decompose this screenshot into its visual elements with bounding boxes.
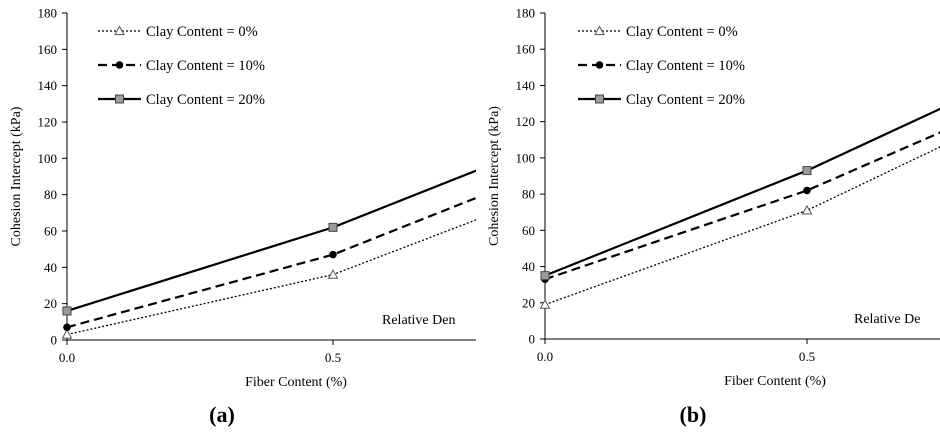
legend-marker-square — [115, 94, 124, 104]
y-tick-label: 100 — [38, 151, 58, 166]
y-tick-label: 80 — [44, 187, 57, 202]
series-line-3 — [544, 107, 940, 277]
y-tick-label: 160 — [516, 42, 536, 57]
annotation-label: Relative Den — [382, 313, 455, 328]
y-tick-label: 140 — [516, 78, 536, 93]
y-tick-label: 40 — [44, 260, 57, 275]
y-tick-label: 100 — [516, 150, 536, 165]
plot-area — [61, 118, 604, 339]
legend: Clay Content = 0% Clay Content = 10% Clay … — [578, 24, 745, 108]
legend: Clay Content = 0% Clay Content = 10% Clay … — [98, 24, 265, 108]
y-tick-label: 120 — [516, 114, 536, 129]
y-axis-title: Cohesion Intercept (kPa) — [9, 106, 24, 246]
annotation-label: Relative De — [854, 312, 920, 327]
data-point-square — [802, 166, 812, 176]
y-tick-label: 0 — [529, 332, 536, 347]
legend-marker-circle — [595, 61, 604, 69]
y-tick-label: 180 — [38, 6, 58, 21]
x-tick-label: 0.0 — [537, 349, 553, 364]
data-point-circle — [803, 186, 811, 195]
data-point-square — [62, 306, 72, 316]
legend-marker-square — [595, 94, 604, 104]
data-point-square — [540, 271, 550, 281]
data-point-triangle — [595, 168, 604, 176]
data-point-triangle — [801, 204, 813, 215]
data-point-triangle — [61, 329, 73, 339]
panel-label: (a) — [209, 402, 235, 427]
y-tick-label: 140 — [38, 78, 58, 93]
data-point-circle — [329, 250, 337, 259]
y-tick-label: 20 — [522, 295, 535, 310]
chart-panel-a: 0 20 40 60 80 100 120 140 160 180 0.0 0.5 Clay Conte… — [9, 6, 604, 427]
series-line-2 — [544, 131, 940, 281]
y-tick-label: 180 — [516, 6, 536, 21]
legend-label: Clay Content = 10% — [146, 58, 265, 74]
x-axis-title: Fiber Content (%) — [245, 375, 347, 390]
legend-label: Clay Content = 20% — [146, 92, 265, 108]
plot-area — [539, 107, 940, 309]
y-tick-label: 0 — [51, 333, 58, 348]
data-point-triangle — [539, 299, 551, 309]
y-tick-label: 80 — [522, 187, 535, 202]
y-tick-label: 20 — [44, 296, 57, 311]
legend-label: Clay Content = 10% — [626, 58, 745, 74]
legend-label: Clay Content = 0% — [626, 24, 738, 40]
x-tick-label: 0.0 — [59, 350, 75, 365]
x-axis-title: Fiber Content (%) — [724, 374, 826, 389]
data-point-triangle — [327, 269, 339, 279]
legend-label: Clay Content = 0% — [146, 24, 258, 40]
legend-marker-triangle — [594, 25, 605, 36]
data-point-circle — [63, 323, 71, 332]
y-tick-label: 120 — [38, 115, 58, 130]
data-point-square — [595, 118, 603, 126]
chart-panel-b: 0 20 40 60 80 100 120 140 160 180 0.0 0.5 Clay Conte… — [487, 6, 940, 427]
legend-label: Clay Content = 20% — [626, 92, 745, 108]
y-tick-label: 40 — [522, 259, 535, 274]
y-axis-title: Cohesion Intercept (kPa) — [487, 106, 502, 246]
data-point-square — [328, 222, 338, 232]
panel-label: (b) — [680, 402, 707, 427]
data-point-circle — [595, 145, 603, 153]
y-tick-label: 160 — [38, 42, 58, 57]
x-tick-label: 0.5 — [325, 350, 341, 365]
series-line-1 — [544, 146, 940, 306]
legend-marker-circle — [115, 61, 124, 69]
x-tick-label: 0.5 — [799, 349, 815, 364]
legend-marker-triangle — [114, 25, 125, 36]
y-tick-label: 60 — [522, 223, 535, 238]
series-line-2 — [66, 196, 476, 329]
y-tick-label: 60 — [44, 224, 57, 239]
